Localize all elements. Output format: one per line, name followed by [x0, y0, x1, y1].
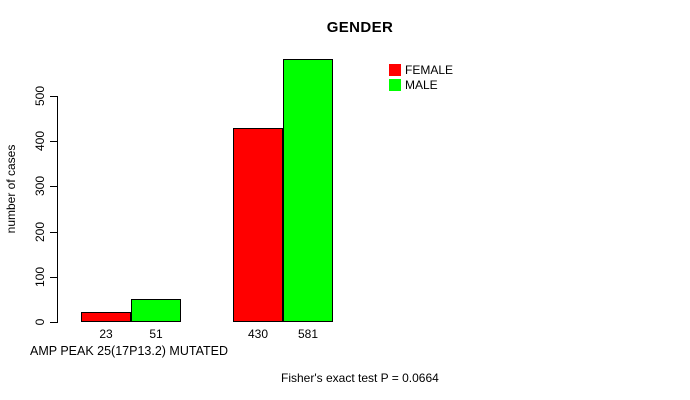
legend-item-male: MALE — [389, 78, 453, 92]
y-tick-label: 400 — [33, 131, 47, 152]
bar-female-group1 — [81, 312, 131, 322]
y-tick-label: 200 — [33, 221, 47, 242]
y-tick-label: 100 — [33, 266, 47, 287]
category-footnote: AMP PEAK 25(17P13.2) MUTATED — [30, 344, 228, 358]
bar-value-label: 51 — [149, 327, 163, 341]
bar-male-group1 — [131, 299, 181, 322]
y-axis-tick — [50, 141, 57, 143]
y-axis-tick — [50, 322, 57, 323]
y-axis-line — [57, 96, 58, 323]
y-tick-label: 300 — [33, 176, 47, 197]
y-axis-tick — [50, 276, 57, 278]
y-axis-tick — [50, 186, 57, 188]
bar-value-label: 23 — [99, 327, 113, 341]
y-axis-tick — [50, 231, 57, 233]
legend-item-female: FEMALE — [389, 63, 453, 77]
legend-label-female: FEMALE — [405, 63, 454, 77]
male-color-swatch — [389, 79, 401, 91]
bar-value-label: 581 — [297, 327, 319, 341]
y-tick-label: 0 — [33, 318, 47, 326]
bar-value-label: 430 — [247, 327, 269, 341]
y-axis-tick — [50, 96, 57, 97]
legend: FEMALE MALE — [389, 63, 453, 93]
y-tick-label: 500 — [33, 85, 47, 107]
chart-title: GENDER — [326, 19, 394, 36]
legend-label-male: MALE — [405, 78, 438, 92]
female-color-swatch — [389, 64, 401, 76]
stat-footnote: Fisher's exact test P = 0.0664 — [281, 371, 439, 385]
bar-female-group2 — [233, 128, 283, 322]
bar-male-group2 — [283, 59, 333, 322]
